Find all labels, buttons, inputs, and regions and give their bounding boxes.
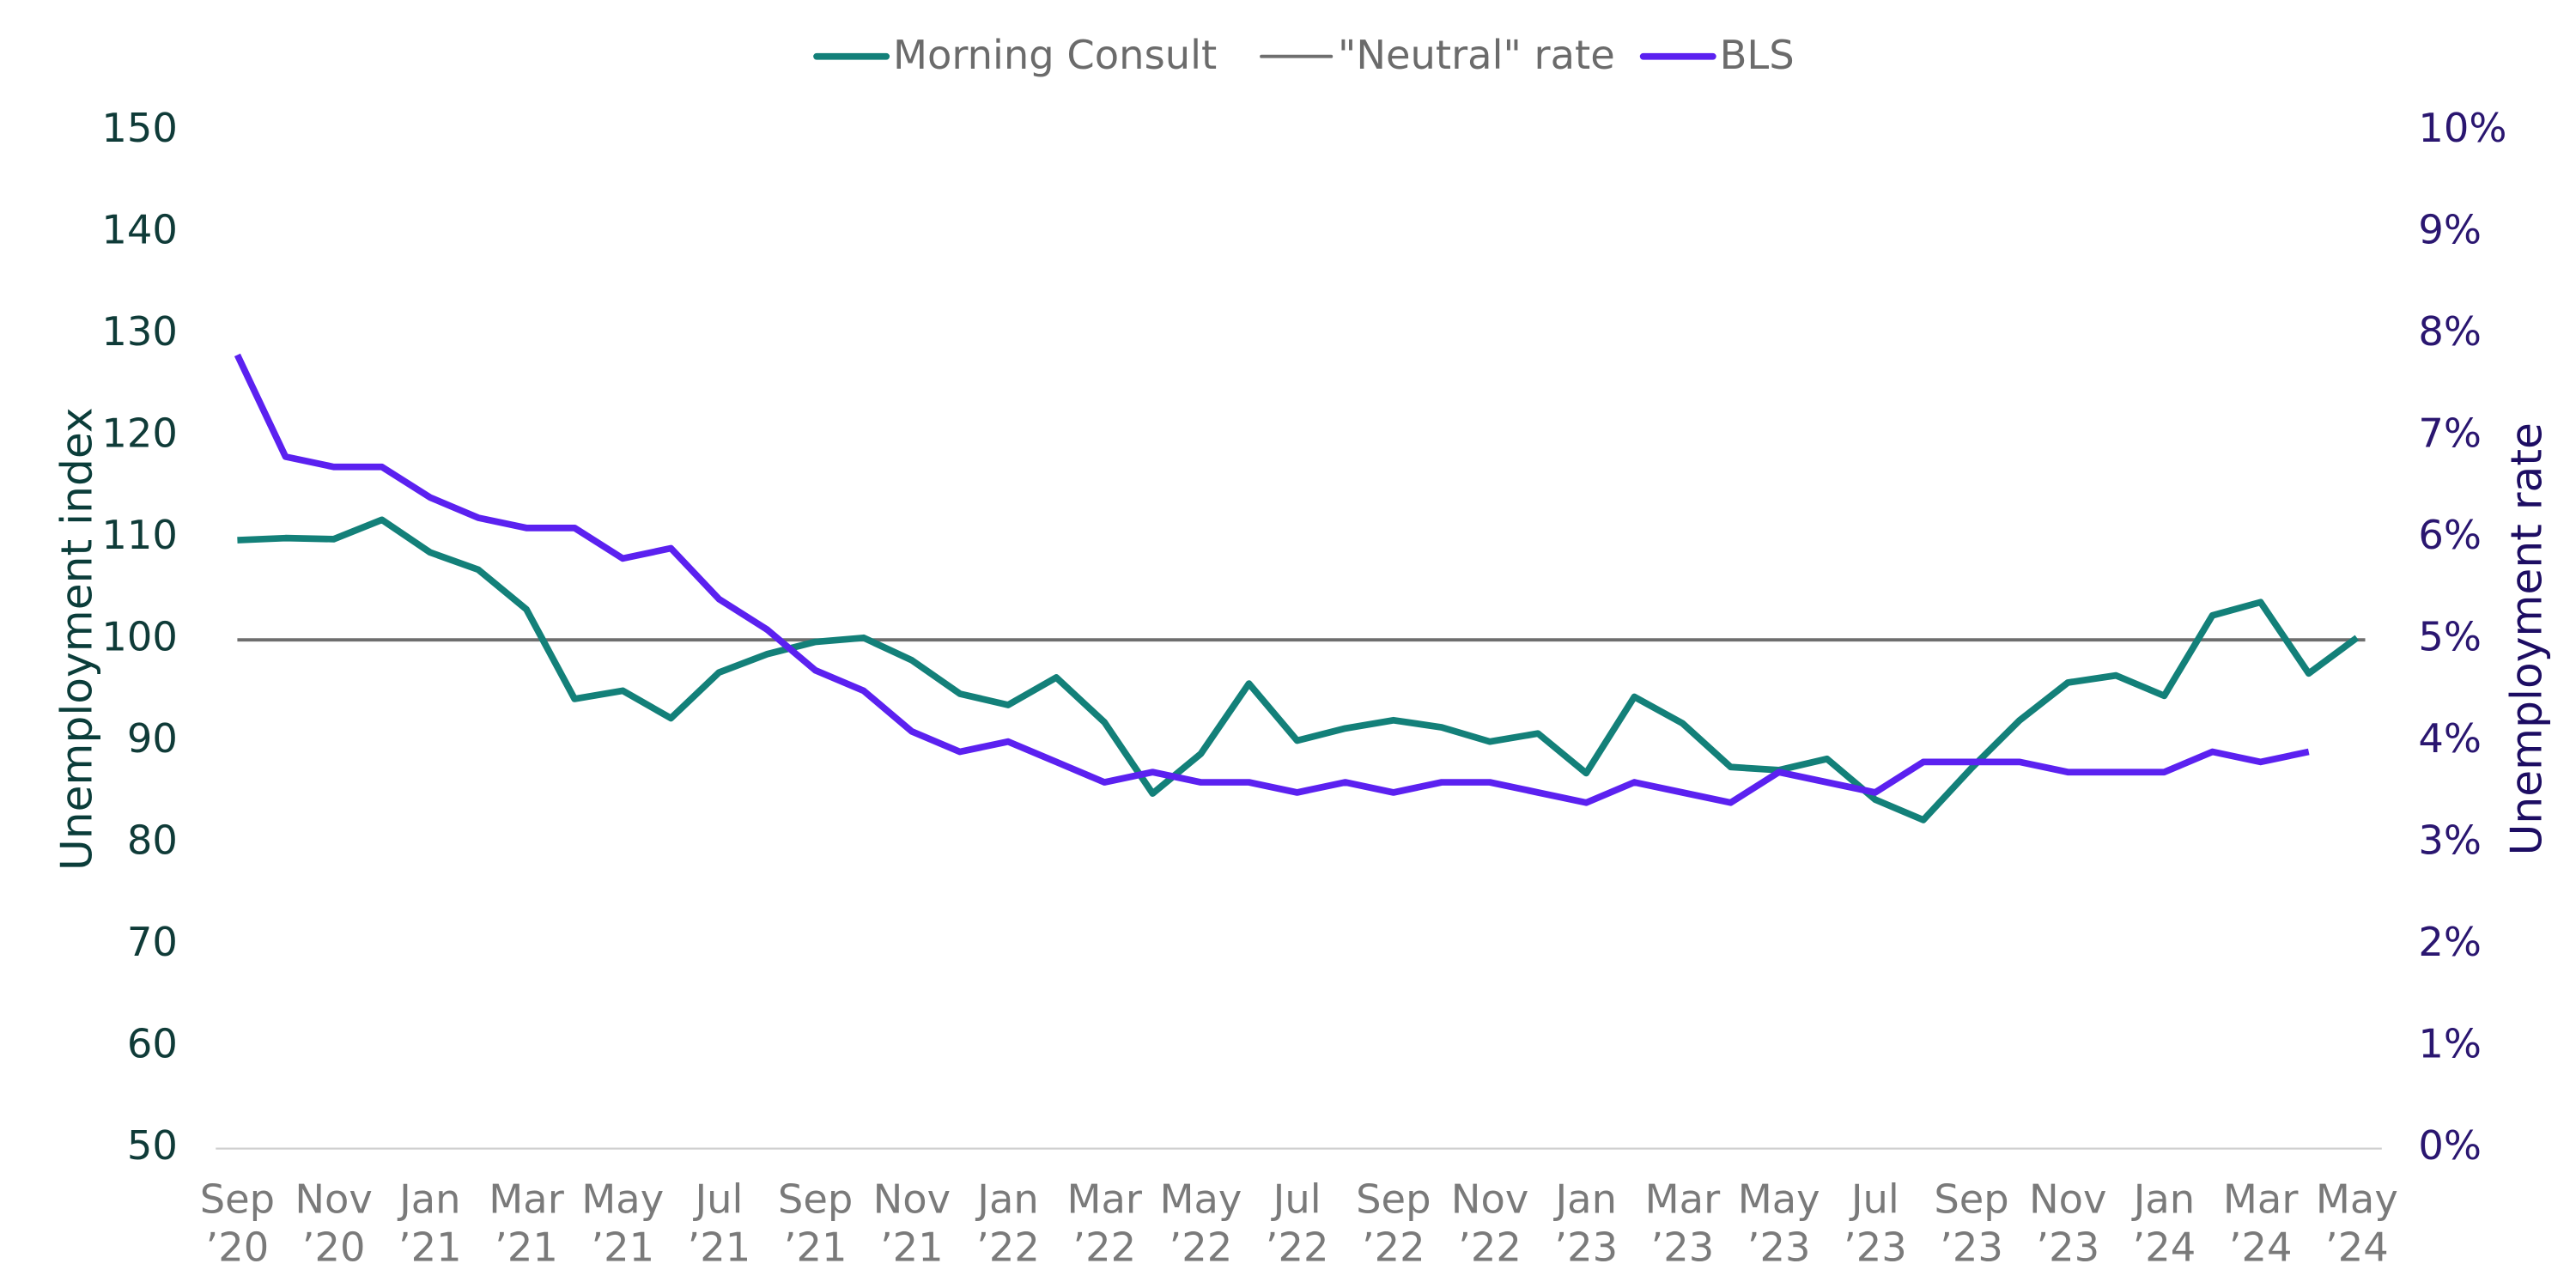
x-tick-label: Nov ’22 — [1451, 1176, 1529, 1270]
x-tick-label-line: ’24 — [2229, 1224, 2293, 1270]
y2-tick-label: 10% — [2418, 105, 2506, 151]
y2-tick-label: 2% — [2418, 919, 2482, 965]
x-tick-label-line: Jan — [397, 1176, 461, 1222]
x-tick-label: May ’22 — [1159, 1176, 1242, 1270]
x-tick-label: Nov ’23 — [2029, 1176, 2107, 1270]
x-tick-label-line: ’22 — [1458, 1224, 1522, 1270]
x-tick-label-line: ’20 — [206, 1224, 270, 1270]
x-tick-label-line: Mar — [489, 1176, 564, 1222]
x-tick-label-line: May — [1159, 1176, 1242, 1222]
y-tick-label: 130 — [101, 308, 178, 355]
x-tick-label: May ’21 — [581, 1176, 664, 1270]
x-tick-label-line: ’24 — [2325, 1224, 2389, 1270]
y2-tick-label: 8% — [2418, 308, 2482, 355]
x-tick-label-line: May — [581, 1176, 664, 1222]
legend-label: Morning Consult — [893, 32, 1217, 78]
y-tick-label: 100 — [101, 614, 178, 660]
x-tick-label-line: May — [1738, 1176, 1820, 1222]
x-tick-label: Nov ’21 — [873, 1176, 951, 1270]
x-tick-label-line: Mar — [1066, 1176, 1142, 1222]
x-tick-label: Jan ’22 — [975, 1176, 1040, 1270]
x-tick-label-line: Jan — [1552, 1176, 1616, 1222]
y2-tick-label: 7% — [2418, 410, 2482, 457]
x-tick-label-line: ’22 — [1362, 1224, 1425, 1270]
y2-tick-label: 9% — [2418, 207, 2482, 253]
x-tick-label: Jul ’22 — [1266, 1176, 1329, 1270]
x-tick-label: Sep ’22 — [1356, 1176, 1431, 1270]
y-tick-label: 70 — [127, 919, 178, 965]
legend-label: "Neutral" rate — [1338, 32, 1615, 78]
x-tick-label-line: Jul — [1849, 1176, 1899, 1222]
x-tick-label-line: Sep — [1934, 1176, 2008, 1222]
x-tick-label-line: ’21 — [784, 1224, 848, 1270]
x-tick-label-line: ’23 — [1651, 1224, 1715, 1270]
y2-tick-label: 6% — [2418, 512, 2482, 558]
y-tick-label: 80 — [127, 817, 178, 864]
x-tick-label-line: ’21 — [591, 1224, 654, 1270]
y2-tick-label: 3% — [2418, 817, 2482, 864]
x-tick-label-line: ’20 — [302, 1224, 366, 1270]
x-tick-label: Nov ’20 — [295, 1176, 373, 1270]
x-tick-label-line: Sep — [200, 1176, 275, 1222]
x-tick-label-line: ’23 — [2036, 1224, 2099, 1270]
x-tick-label-line: ’23 — [1747, 1224, 1811, 1270]
x-tick-label-line: Sep — [778, 1176, 853, 1222]
x-tick-label: Jan ’21 — [397, 1176, 462, 1270]
y-tick-label: 90 — [127, 715, 178, 762]
x-tick-label: Mar ’24 — [2223, 1176, 2299, 1270]
y-tick-label: 150 — [101, 105, 178, 151]
x-tick-label: Mar ’23 — [1645, 1176, 1721, 1270]
x-tick-label-line: ’23 — [1940, 1224, 2003, 1270]
legend-label: BLS — [1720, 32, 1795, 78]
x-tick-label: Jan ’23 — [1552, 1176, 1618, 1270]
series-line — [237, 516, 2360, 823]
x-tick-label-line: ’21 — [880, 1224, 944, 1270]
x-tick-label-line: ’23 — [1554, 1224, 1618, 1270]
x-tick-label-line: ’22 — [976, 1224, 1040, 1270]
y2-axis-title: Unemployment rate — [2500, 422, 2551, 855]
x-tick-label-line: Nov — [2029, 1176, 2107, 1222]
y-tick-label: 60 — [127, 1021, 178, 1067]
x-tick-label-line: ’22 — [1072, 1224, 1136, 1270]
x-tick-label-line: Mar — [1645, 1176, 1721, 1222]
x-tick-label: Jan ’24 — [2131, 1176, 2196, 1270]
x-tick-label-line: Nov — [1451, 1176, 1529, 1222]
y2-tick-label: 5% — [2418, 614, 2482, 660]
x-tick-label-line: Jan — [975, 1176, 1039, 1222]
x-tick-label: Mar ’21 — [489, 1176, 564, 1270]
x-tick-label: Sep ’21 — [778, 1176, 853, 1270]
x-tick-label-line: Mar — [2223, 1176, 2299, 1222]
x-tick-label-line: Nov — [873, 1176, 951, 1222]
x-tick-label-line: Jul — [692, 1176, 743, 1222]
y2-tick-label: 4% — [2418, 715, 2482, 762]
x-tick-label-line: ’24 — [2133, 1224, 2196, 1270]
x-tick-label: Jul ’21 — [688, 1176, 751, 1270]
x-tick-label: Sep ’23 — [1934, 1176, 2008, 1270]
x-tick-label-line: ’22 — [1266, 1224, 1329, 1270]
x-tick-label-line: Jan — [2131, 1176, 2196, 1222]
x-tick-label-line: ’21 — [688, 1224, 751, 1270]
y2-tick-label: 1% — [2418, 1021, 2482, 1067]
y-axis-title: Unemployment index — [51, 407, 101, 871]
y-tick-label: 120 — [101, 410, 178, 457]
x-tick-label-line: ’22 — [1170, 1224, 1233, 1270]
x-tick-label: Sep ’20 — [200, 1176, 275, 1270]
x-tick-label: Mar ’22 — [1066, 1176, 1142, 1270]
x-tick-label-line: ’21 — [495, 1224, 558, 1270]
x-tick-label-line: Sep — [1356, 1176, 1431, 1222]
x-tick-label: May ’23 — [1738, 1176, 1820, 1270]
x-tick-label-line: Jul — [1271, 1176, 1321, 1222]
x-tick-label: Jul ’23 — [1844, 1176, 1907, 1270]
x-tick-label-line: ’21 — [398, 1224, 462, 1270]
x-tick-label: May ’24 — [2316, 1176, 2398, 1270]
y-tick-label: 50 — [127, 1122, 178, 1169]
x-tick-label-line: Nov — [295, 1176, 373, 1222]
y2-tick-label: 0% — [2418, 1122, 2482, 1169]
x-tick-label-line: May — [2316, 1176, 2398, 1222]
x-tick-label-line: ’23 — [1844, 1224, 1907, 1270]
y-tick-label: 110 — [101, 512, 178, 558]
y-tick-label: 140 — [101, 207, 178, 253]
series-line — [234, 353, 2310, 806]
